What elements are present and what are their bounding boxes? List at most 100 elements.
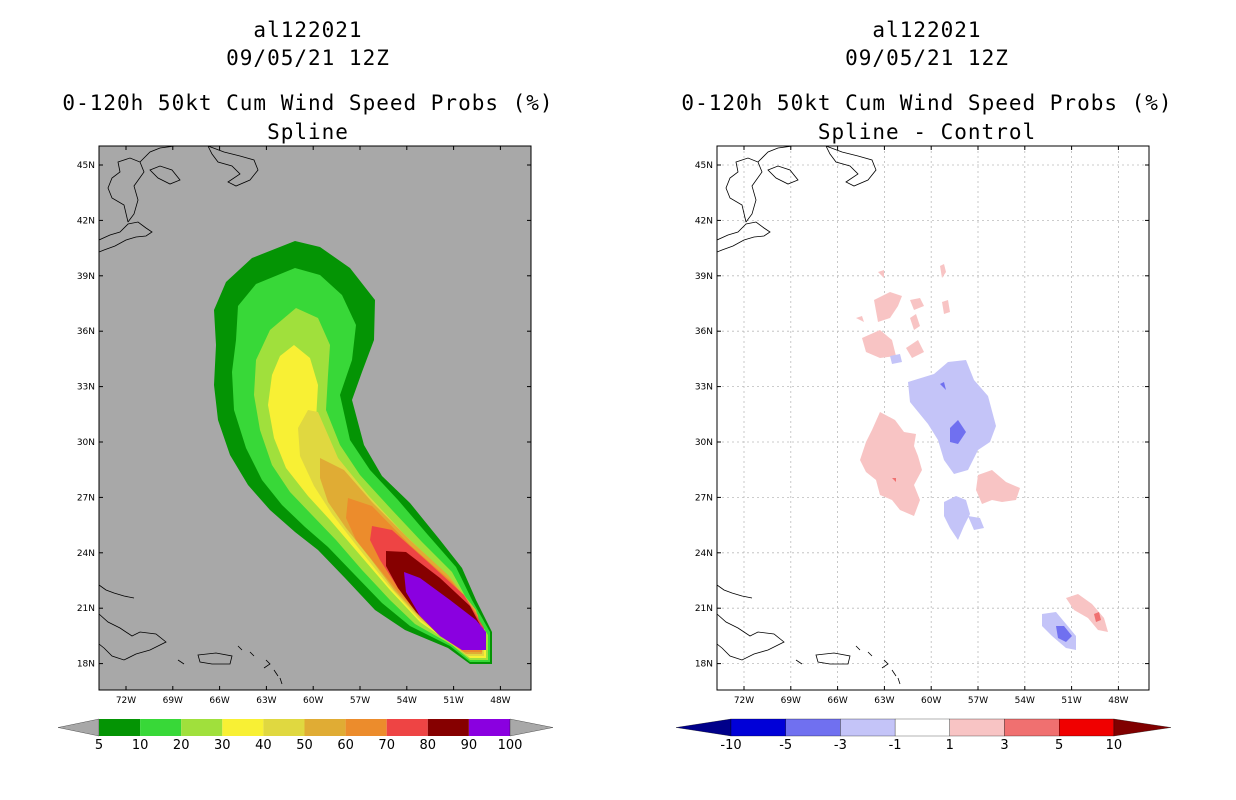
lat-tick-label: 36N	[77, 327, 95, 337]
right-map-panel: 72W 69W 66W 63W 60W 57W 54W 51W 48W 45N 42N 39N 36N 3…	[695, 145, 1150, 706]
lat-tick-label: 33N	[77, 383, 95, 393]
diff-positive-area	[860, 412, 922, 516]
lon-tick-label: 69W	[781, 696, 801, 706]
lat-tick-label: 42N	[695, 216, 713, 226]
colorbar-label: 100	[498, 738, 523, 753]
colorbar-label: -5	[779, 738, 792, 753]
colorbar-swatch	[222, 719, 264, 736]
lon-tick-label: 54W	[1015, 696, 1035, 706]
diff-positive-area	[906, 340, 924, 358]
colorbar-label: 40	[255, 738, 272, 753]
lat-tick-label: 30N	[77, 438, 95, 448]
colorbar-low-arrow	[57, 718, 100, 737]
diff-positive-area	[862, 330, 896, 358]
lon-tick-label: 48W	[1108, 696, 1128, 706]
right-map-frame	[716, 145, 1150, 691]
diff-strong-negative-area	[940, 382, 946, 390]
right-subtitle: Spline - Control	[817, 120, 1037, 144]
colorbar-label: 50	[296, 738, 313, 753]
diff-positive-area	[942, 300, 950, 314]
colorbar-label: -1	[889, 738, 902, 753]
lon-tick-label: 60W	[921, 696, 941, 706]
colorbar-swatch	[263, 719, 305, 736]
left-colorbar: 5 10 20 30 40 50 60 70 80 90 100	[57, 718, 554, 753]
lat-tick-label: 27N	[77, 493, 95, 503]
colorbar-label: 10	[1106, 738, 1123, 753]
right-axis-ticks: 72W 69W 66W 63W 60W 57W 54W 51W 48W 45N 42N 39N 36N 3…	[695, 146, 1149, 706]
colorbar-swatch	[840, 718, 896, 737]
left-product-title: 0-120h 50kt Cum Wind Speed Probs (%)	[62, 91, 554, 115]
diff-positive-area	[1066, 594, 1108, 632]
lon-tick-label: 48W	[490, 696, 510, 706]
lat-tick-label: 18N	[77, 660, 95, 670]
colorbar-label: 30	[214, 738, 231, 753]
right-datetime: 09/05/21 12Z	[845, 46, 1009, 70]
lon-tick-label: 51W	[443, 696, 463, 706]
prob-band-90	[404, 572, 486, 650]
colorbar-label: 1	[946, 738, 954, 753]
colorbar-label: 60	[337, 738, 354, 753]
diff-negative-area	[890, 354, 902, 364]
lat-tick-label: 24N	[695, 549, 713, 559]
lat-tick-label: 42N	[77, 216, 95, 226]
lat-tick-label: 18N	[695, 660, 713, 670]
colorbar-label: 20	[173, 738, 190, 753]
colorbar-label: 10	[132, 738, 149, 753]
colorbar-high-arrow	[509, 718, 554, 737]
colorbar-high-arrow	[1113, 718, 1172, 737]
colorbar-swatch	[1004, 718, 1060, 737]
colorbar-swatch	[386, 719, 428, 736]
colorbar-swatch	[1059, 718, 1115, 737]
left-subtitle: Spline	[267, 120, 349, 144]
lon-tick-label: 51W	[1061, 696, 1081, 706]
lon-tick-label: 60W	[303, 696, 323, 706]
colorbar-label: -3	[834, 738, 847, 753]
colorbar-swatch	[304, 719, 346, 736]
diff-positive-area	[910, 298, 924, 310]
colorbar-swatch	[140, 719, 182, 736]
diff-positive-area	[910, 314, 920, 330]
difference-contours	[856, 264, 1108, 650]
lon-tick-label: 66W	[209, 696, 229, 706]
colorbar-label: 90	[461, 738, 478, 753]
probability-contours	[214, 241, 492, 664]
colorbar-swatch	[345, 719, 387, 736]
diff-strong-positive-area	[1094, 612, 1101, 622]
lon-tick-label: 63W	[256, 696, 276, 706]
lat-tick-label: 45N	[77, 161, 95, 171]
diff-negative-area	[944, 496, 970, 540]
colorbar-label: 5	[1055, 738, 1063, 753]
lat-tick-label: 39N	[695, 272, 713, 282]
left-axis-ticks: 72W 69W 66W 63W 60W 57W 54W 51W 48W 45N 42N 39N 36N 3…	[77, 146, 531, 706]
right-coastlines	[717, 146, 901, 685]
colorbar-label: 70	[378, 738, 395, 753]
lat-tick-label: 21N	[77, 604, 95, 614]
right-product-title: 0-120h 50kt Cum Wind Speed Probs (%)	[681, 91, 1173, 115]
lon-tick-label: 57W	[350, 696, 370, 706]
lat-tick-label: 24N	[77, 549, 95, 559]
left-map-panel: 72W 69W 66W 63W 60W 57W 54W 51W 48W 45N 42N 39N 36N 3…	[77, 145, 532, 706]
diff-positive-area	[874, 292, 902, 322]
colorbar-swatch	[427, 719, 469, 736]
diff-strong-negative-area	[1056, 626, 1072, 642]
diff-strong-negative-area	[950, 420, 966, 444]
lon-tick-label: 57W	[968, 696, 988, 706]
colorbar-label: 5	[95, 738, 103, 753]
colorbar-low-arrow	[675, 718, 732, 737]
colorbar-label: -10	[720, 738, 741, 753]
left-storm-id: al122021	[253, 18, 363, 42]
lat-tick-label: 27N	[695, 493, 713, 503]
lon-tick-label: 72W	[116, 696, 136, 706]
lat-tick-label: 36N	[695, 327, 713, 337]
lon-tick-label: 54W	[397, 696, 417, 706]
lat-tick-label: 39N	[77, 272, 95, 282]
colorbar-label: 3	[1000, 738, 1008, 753]
diff-positive-area	[940, 264, 946, 278]
lat-tick-label: 30N	[695, 438, 713, 448]
diff-negative-area	[908, 360, 996, 474]
diff-positive-area	[878, 270, 884, 278]
left-datetime: 09/05/21 12Z	[226, 46, 390, 70]
lon-tick-label: 63W	[874, 696, 894, 706]
right-grid-lines	[717, 146, 1149, 690]
